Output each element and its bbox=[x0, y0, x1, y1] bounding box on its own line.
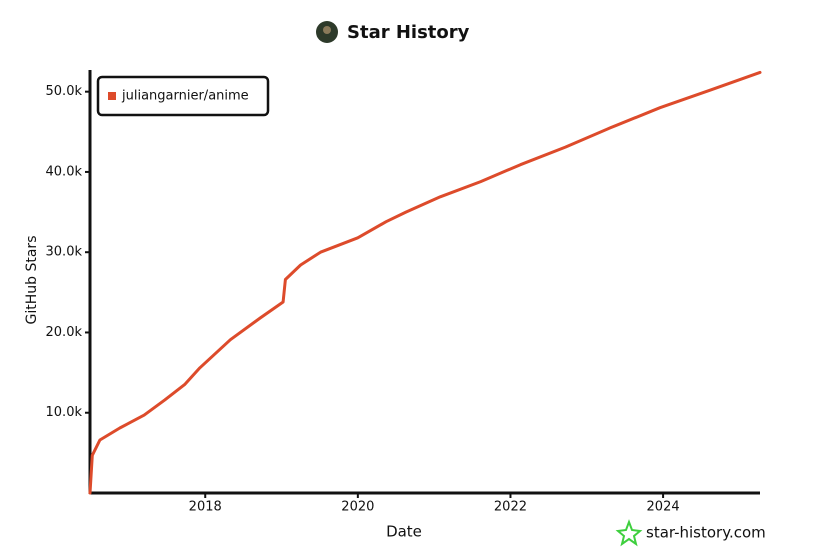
watermark-icon bbox=[615, 519, 643, 547]
x-tick-label: 2020 bbox=[341, 500, 374, 515]
y-tick-label: 20.0k bbox=[46, 325, 83, 340]
watermark-text: star-history.com bbox=[646, 524, 766, 542]
legend-box bbox=[96, 75, 270, 117]
series-line bbox=[88, 70, 762, 495]
y-tick-label: 40.0k bbox=[46, 164, 83, 179]
y-axis-label: GitHub Stars bbox=[24, 236, 40, 325]
watermark: star-history.com bbox=[615, 519, 766, 547]
y-tick-label: 30.0k bbox=[46, 245, 83, 260]
legend-label: juliangarnier/anime bbox=[121, 89, 249, 104]
legend-swatch bbox=[108, 92, 116, 100]
x-tick-label: 2018 bbox=[189, 500, 222, 515]
x-axis-label: Date bbox=[386, 523, 422, 541]
x-tick-label: 2022 bbox=[494, 500, 527, 515]
legend: juliangarnier/anime bbox=[96, 75, 270, 117]
y-tick-label: 50.0k bbox=[46, 84, 83, 99]
x-tick-label: 2024 bbox=[647, 500, 680, 515]
title-avatar-detail bbox=[323, 26, 331, 34]
y-tick-label: 10.0k bbox=[46, 405, 83, 420]
chart-title: Star History bbox=[347, 22, 470, 43]
